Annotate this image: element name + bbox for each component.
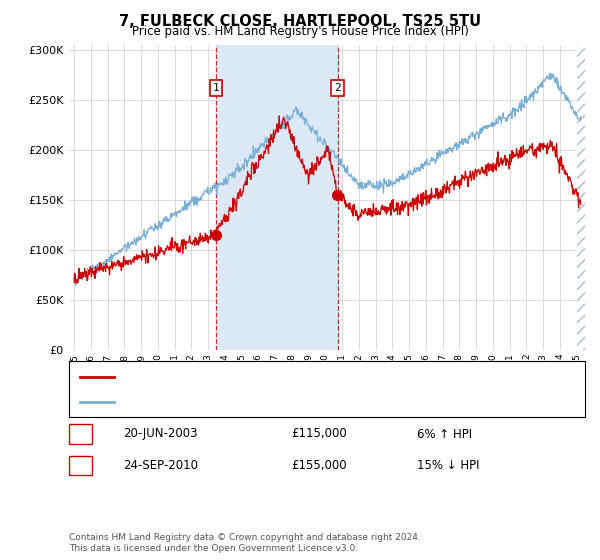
Text: 20-JUN-2003: 20-JUN-2003 bbox=[123, 427, 197, 441]
Text: 7, FULBECK CLOSE, HARTLEPOOL, TS25 5TU: 7, FULBECK CLOSE, HARTLEPOOL, TS25 5TU bbox=[119, 14, 481, 29]
Bar bbox=[216, 45, 338, 350]
Text: Price paid vs. HM Land Registry's House Price Index (HPI): Price paid vs. HM Land Registry's House … bbox=[131, 25, 469, 38]
Text: 2: 2 bbox=[77, 459, 84, 473]
Text: £115,000: £115,000 bbox=[291, 427, 347, 441]
Bar bbox=[577, 45, 585, 350]
Text: Contains HM Land Registry data © Crown copyright and database right 2024.
This d: Contains HM Land Registry data © Crown c… bbox=[69, 533, 421, 553]
Text: 6% ↑ HPI: 6% ↑ HPI bbox=[417, 427, 472, 441]
Text: 7, FULBECK CLOSE, HARTLEPOOL, TS25 5TU (detached house): 7, FULBECK CLOSE, HARTLEPOOL, TS25 5TU (… bbox=[120, 372, 443, 382]
Text: 1: 1 bbox=[77, 427, 84, 441]
Text: 2: 2 bbox=[334, 83, 341, 93]
Bar bbox=[577, 40, 585, 350]
Text: 24-SEP-2010: 24-SEP-2010 bbox=[123, 459, 198, 473]
Text: HPI: Average price, detached house, Hartlepool: HPI: Average price, detached house, Hart… bbox=[120, 396, 367, 407]
Text: 15% ↓ HPI: 15% ↓ HPI bbox=[417, 459, 479, 473]
Text: 1: 1 bbox=[212, 83, 220, 93]
Text: £155,000: £155,000 bbox=[291, 459, 347, 473]
